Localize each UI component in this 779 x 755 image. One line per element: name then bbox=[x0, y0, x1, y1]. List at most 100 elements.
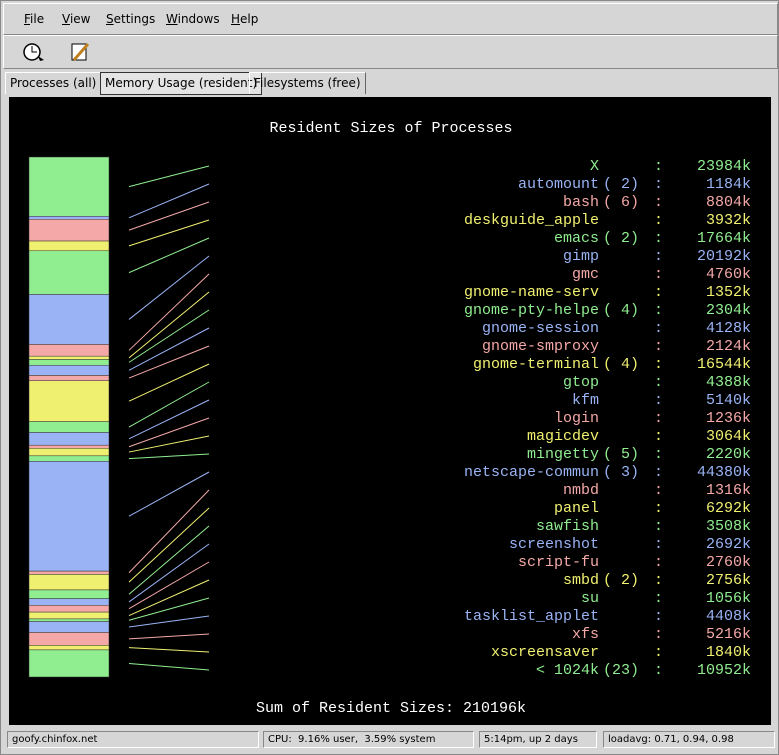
process-count: ( 2) bbox=[603, 572, 639, 589]
memory-segment bbox=[29, 422, 109, 433]
memory-segment bbox=[29, 612, 109, 619]
process-count: ( 2) bbox=[603, 176, 639, 193]
process-size: 3064k bbox=[706, 428, 751, 445]
process-size: 44380k bbox=[697, 464, 751, 481]
process-size: 1056k bbox=[706, 590, 751, 607]
separator: : bbox=[654, 482, 663, 499]
menu-item[interactable]: Windows bbox=[166, 12, 220, 26]
process-name: su bbox=[581, 590, 599, 607]
toolbar bbox=[3, 35, 778, 69]
process-name: smbd bbox=[563, 572, 599, 589]
process-name: panel bbox=[554, 500, 599, 517]
process-size: 1840k bbox=[706, 644, 751, 661]
process-size: 3508k bbox=[706, 518, 751, 535]
process-name: gnome-session bbox=[482, 320, 599, 337]
process-size: 4388k bbox=[706, 374, 751, 391]
clock-button[interactable] bbox=[24, 44, 44, 61]
separator: : bbox=[654, 194, 663, 211]
memory-segment bbox=[29, 599, 109, 606]
process-size: 5216k bbox=[706, 626, 751, 643]
separator: : bbox=[654, 662, 663, 679]
separator: : bbox=[654, 554, 663, 571]
process-size: 4760k bbox=[706, 266, 751, 283]
memory-segment bbox=[29, 461, 109, 571]
memory-panel: Resident Sizes of Processes Sum of Resid… bbox=[9, 97, 771, 725]
menu-bar: File View Settings Windows Help bbox=[3, 3, 778, 35]
memory-segment bbox=[29, 456, 109, 461]
memory-segment bbox=[29, 251, 109, 295]
memory-segment bbox=[29, 157, 109, 216]
process-name: gnome-smproxy bbox=[482, 338, 599, 355]
process-name: gtop bbox=[563, 374, 599, 391]
process-size: 4128k bbox=[706, 320, 751, 337]
process-name: netscape-commun bbox=[464, 464, 599, 481]
process-count: (23) bbox=[603, 662, 639, 679]
process-name: mingetty bbox=[527, 446, 599, 463]
menu-item[interactable]: View bbox=[62, 12, 90, 26]
memory-segment bbox=[29, 445, 109, 448]
process-size: 5140k bbox=[706, 392, 751, 409]
memory-segment bbox=[29, 294, 109, 344]
menu-item[interactable]: Settings bbox=[106, 12, 155, 26]
process-size: 16544k bbox=[697, 356, 751, 373]
process-count: ( 4) bbox=[603, 356, 639, 373]
separator: : bbox=[654, 230, 663, 247]
separator: : bbox=[654, 626, 663, 643]
process-size: 6292k bbox=[706, 500, 751, 517]
separator: : bbox=[654, 608, 663, 625]
process-count: ( 6) bbox=[603, 194, 639, 211]
process-size: 2692k bbox=[706, 536, 751, 553]
process-size: 8804k bbox=[706, 194, 751, 211]
process-name: nmbd bbox=[563, 482, 599, 499]
process-size: 1184k bbox=[706, 176, 751, 193]
memory-segment bbox=[29, 241, 109, 251]
process-size: 10952k bbox=[697, 662, 751, 679]
memory-segment bbox=[29, 381, 109, 422]
separator: : bbox=[654, 320, 663, 337]
separator: : bbox=[654, 410, 663, 427]
process-size: 2756k bbox=[706, 572, 751, 589]
process-size: 20192k bbox=[697, 248, 751, 265]
menu-item[interactable]: File bbox=[24, 12, 44, 26]
process-size: 2760k bbox=[706, 554, 751, 571]
separator: : bbox=[654, 176, 663, 193]
separator: : bbox=[654, 302, 663, 319]
process-size: 1352k bbox=[706, 284, 751, 301]
memory-segment bbox=[29, 344, 109, 356]
separator: : bbox=[654, 446, 663, 463]
process-size: 1316k bbox=[706, 482, 751, 499]
process-name: gnome-terminal bbox=[473, 356, 599, 373]
process-name: xscreensaver bbox=[491, 644, 599, 661]
process-name: xfs bbox=[572, 626, 599, 643]
memory-segment bbox=[29, 590, 109, 599]
toolbar-icons bbox=[4, 36, 104, 68]
separator: : bbox=[654, 356, 663, 373]
memory-segment bbox=[29, 622, 109, 633]
memory-segment bbox=[29, 360, 109, 366]
memory-segment bbox=[29, 448, 109, 456]
menu-item[interactable]: Help bbox=[231, 12, 258, 26]
separator: : bbox=[654, 284, 663, 301]
process-name: kfm bbox=[572, 392, 599, 409]
process-name: gnome-pty-helpe bbox=[464, 302, 599, 319]
process-name: gmc bbox=[572, 266, 599, 283]
status-uptime: 5:14pm, up 2 days bbox=[479, 731, 597, 748]
process-count: ( 2) bbox=[603, 230, 639, 247]
separator: : bbox=[654, 266, 663, 283]
memory-segment bbox=[29, 219, 109, 241]
tab[interactable]: Processes (all) bbox=[5, 72, 101, 94]
tab-active[interactable]: Memory Usage (resident) bbox=[100, 72, 262, 95]
process-count: ( 3) bbox=[603, 464, 639, 481]
process-name: X bbox=[590, 158, 599, 175]
edit-button[interactable] bbox=[72, 44, 88, 60]
tab[interactable]: Filesystems (free) bbox=[249, 72, 366, 94]
memory-segment bbox=[29, 605, 109, 612]
separator: : bbox=[654, 500, 663, 517]
separator: : bbox=[654, 338, 663, 355]
process-name: sawfish bbox=[536, 518, 599, 535]
process-name: gnome-name-serv bbox=[464, 284, 599, 301]
separator: : bbox=[654, 392, 663, 409]
separator: : bbox=[654, 374, 663, 391]
process-size: 2124k bbox=[706, 338, 751, 355]
process-name: script-fu bbox=[518, 554, 599, 571]
